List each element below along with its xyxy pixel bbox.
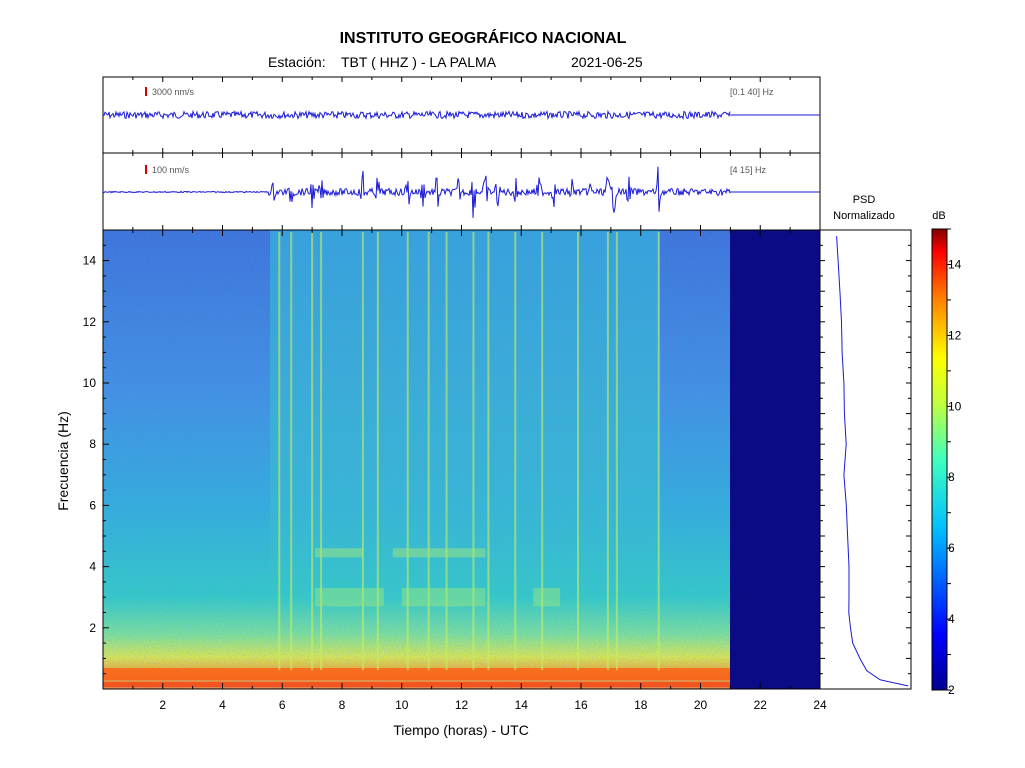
event-lines [278, 232, 660, 670]
station-label: Estación: [268, 54, 326, 70]
y-tick-label: 2 [89, 621, 96, 635]
y-tick-label: 12 [83, 315, 97, 329]
colorbar-ticks: 2 4 6 8 10 12 14 [947, 228, 962, 697]
colorbar-tick-label: 2 [948, 683, 955, 697]
tremor-patch [392, 548, 486, 558]
low-frequency-band [103, 682, 730, 687]
band-label: [4 15] Hz [730, 165, 767, 175]
x-tick-label: 10 [395, 698, 409, 712]
x-tick-label: 8 [339, 698, 346, 712]
scale-label: 100 nm/s [152, 165, 190, 175]
x-tick-label: 18 [634, 698, 648, 712]
x-tick-label: 22 [754, 698, 768, 712]
no-data-region [730, 230, 820, 689]
colorbar-tick-label: 8 [948, 470, 955, 484]
psd-ticks [820, 229, 911, 690]
colorbar-tick-label: 14 [948, 257, 962, 271]
colorbar-tick-label: 6 [948, 541, 955, 555]
tremor-patch [401, 588, 486, 607]
x-tick-label: 14 [515, 698, 529, 712]
psd-title: PSD [853, 194, 876, 206]
scale-label: 3000 nm/s [152, 87, 195, 97]
x-tick-label: 2 [159, 698, 166, 712]
date-label: 2021-06-25 [571, 54, 643, 70]
scale-marker [145, 165, 147, 174]
colorbar-label: dB [932, 210, 945, 222]
tremor-patch [315, 548, 363, 558]
colorbar: dB 2 4 6 8 10 12 14 [931, 210, 962, 697]
spectrogram-grain [103, 230, 730, 689]
x-tick-label: 6 [279, 698, 286, 712]
colorbar-gradient [931, 228, 948, 691]
y-axis-label: Frecuencia (Hz) [55, 411, 71, 511]
x-axis: 2 4 6 8 10 12 14 16 18 20 22 24 [102, 77, 827, 712]
station-name: TBT ( HHZ ) - LA PALMA [341, 54, 497, 70]
colorbar-tick-label: 4 [948, 612, 955, 626]
figure-title: INSTITUTO GEOGRÁFICO NACIONAL [340, 28, 627, 47]
psd-panel: PSD Normalizado [819, 194, 912, 690]
y-tick-label: 14 [83, 254, 97, 268]
tremor-patch [315, 588, 384, 607]
x-tick-label: 24 [813, 698, 827, 712]
seismogram-trace [102, 166, 731, 218]
y-tick-label: 10 [83, 376, 97, 390]
scale-marker [145, 87, 147, 96]
psd-subtitle: Normalizado [833, 210, 895, 222]
seismogram-trace [102, 109, 731, 121]
colorbar-tick-label: 10 [948, 399, 962, 413]
seismogram-filtered-panel: 100 nm/s [4 15] Hz [102, 152, 821, 231]
y-axis: 2 4 6 8 10 12 14 [83, 229, 109, 690]
colorbar-tick-label: 12 [948, 328, 962, 342]
x-axis-label: Tiempo (horas) - UTC [393, 722, 529, 738]
tremor-patch [533, 588, 561, 607]
x-tick-label: 20 [694, 698, 708, 712]
low-frequency-band [103, 668, 730, 680]
psd-curve [836, 236, 909, 687]
seismogram-broadband-panel: 3000 nm/s [0.1 40] Hz [102, 76, 821, 154]
band-label: [0.1 40] Hz [730, 87, 774, 97]
x-tick-label: 4 [219, 698, 226, 712]
y-tick-label: 8 [89, 437, 96, 451]
x-tick-label: 12 [455, 698, 469, 712]
y-tick-label: 4 [89, 560, 96, 574]
x-tick-label: 16 [574, 698, 588, 712]
y-tick-label: 6 [89, 498, 96, 512]
